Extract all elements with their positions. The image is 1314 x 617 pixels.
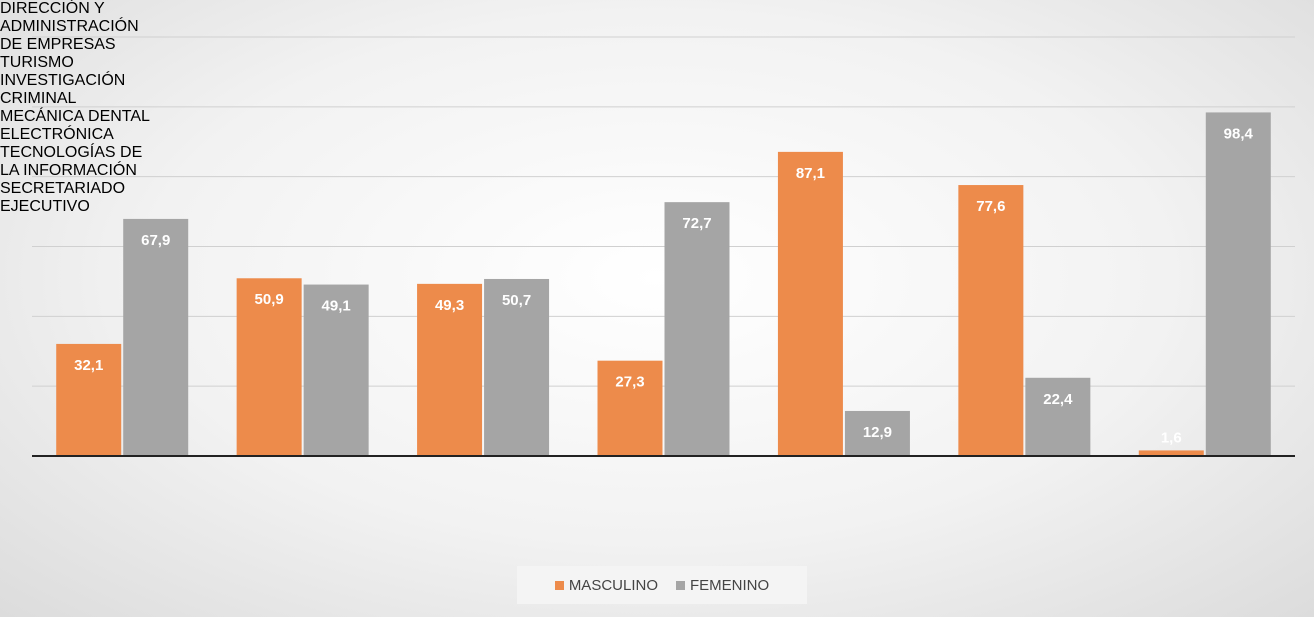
legend-label: MASCULINO [568, 576, 658, 594]
data-label: 50,9 [255, 291, 284, 308]
legend-item: MASCULINO [554, 576, 658, 594]
x-tick-label: MECÁNICA DENTAL [0, 108, 150, 125]
bar [777, 151, 843, 456]
data-label: 49,3 [435, 297, 464, 314]
legend: MASCULINO FEMENINO [517, 566, 807, 604]
bar [417, 283, 483, 456]
data-label: 67,9 [141, 232, 170, 249]
data-label: 27,3 [615, 374, 644, 391]
data-label: 1,6 [1161, 429, 1182, 446]
x-tick-label: TURISMO [0, 54, 74, 71]
bar [958, 185, 1024, 456]
legend-swatch [676, 580, 685, 590]
x-tick-label: ELECTRÓNICA [0, 126, 114, 143]
bar [484, 278, 550, 456]
data-label: 32,1 [74, 357, 103, 374]
bar [664, 202, 730, 456]
data-label: 98,4 [1224, 125, 1254, 142]
legend-item: FEMENINO [676, 577, 769, 594]
data-label: 50,7 [502, 292, 531, 309]
bar [1138, 450, 1204, 456]
data-label: 22,4 [1043, 391, 1073, 408]
bar [123, 218, 189, 456]
data-label: 12,9 [863, 424, 892, 441]
bar [597, 360, 663, 456]
x-tick-label: INVESTIGACIÓN CRIMINAL [0, 72, 126, 107]
data-label: 49,1 [322, 298, 351, 315]
bar [56, 343, 122, 456]
legend-swatch [554, 580, 564, 590]
x-tick-label: SECRETARIADO EJECUTIVO [0, 180, 126, 215]
x-tick-label: DIRECCIÓN Y ADMINISTRACIÓN DE EMPRESAS [0, 0, 139, 53]
bar [1205, 112, 1271, 457]
data-label: 87,1 [796, 165, 825, 182]
legend-label: FEMENINO [690, 576, 770, 594]
bar [844, 410, 910, 456]
data-label: 77,6 [976, 198, 1005, 215]
bar [1025, 377, 1091, 456]
bar [303, 284, 369, 456]
data-label: 72,7 [682, 215, 711, 232]
x-tick-label: TECNOLOGÍAS DE LA INFORMACIÓN [0, 144, 143, 179]
bar [236, 278, 302, 456]
